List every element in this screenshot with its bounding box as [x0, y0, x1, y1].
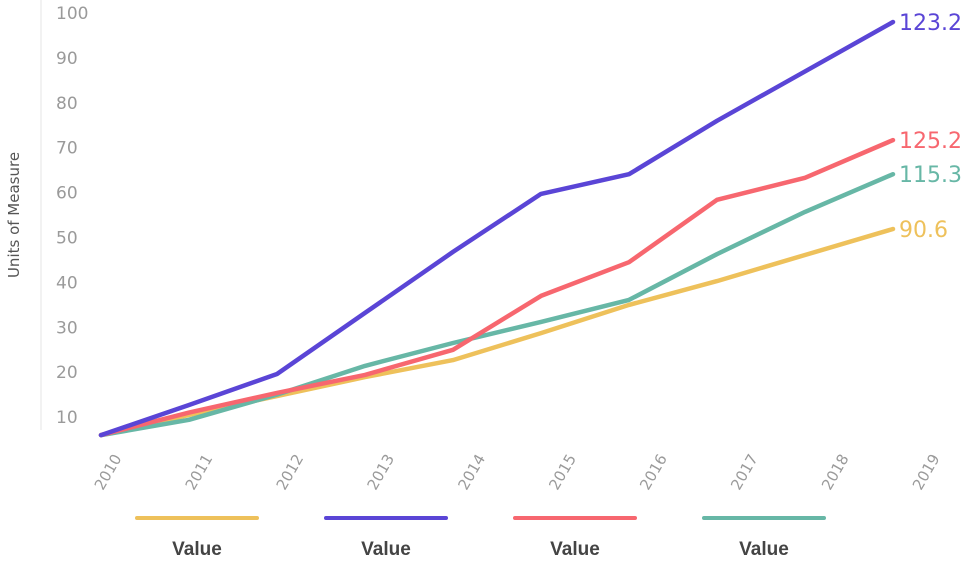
x-tick-label: 2017	[727, 451, 762, 493]
y-tick-label: 50	[56, 229, 78, 249]
y-tick-label: 40	[56, 273, 78, 293]
y-tick-label: 10	[56, 408, 78, 428]
x-ticks: 2010 2011 2012 2013 2014 2015 2016 2017 2018 2019	[91, 451, 944, 493]
legend-item[interactable]: Value	[135, 516, 259, 560]
legend-item[interactable]: Value	[324, 516, 448, 560]
y-tick-label: 90	[56, 49, 78, 69]
x-tick-label: 2014	[454, 451, 489, 493]
x-tick-label: 2012	[273, 451, 308, 493]
legend: Value Value Value Value	[135, 516, 826, 560]
legend-label: Value	[172, 539, 222, 560]
series-lines	[98, 19, 896, 438]
y-tick-label: 60	[56, 184, 78, 204]
legend-item[interactable]: Value	[513, 516, 637, 560]
legend-label: Value	[361, 539, 411, 560]
legend-item[interactable]: Value	[702, 516, 826, 560]
end-value-label: 125.2	[899, 129, 961, 154]
end-value-label: 115.3	[899, 163, 961, 188]
x-tick-label: 2010	[91, 451, 126, 493]
y-tick-label: 100	[56, 4, 88, 24]
y-tick-label: 20	[56, 363, 78, 383]
y-ticks: 10 20 30 40 50 60 70 80 90 100	[56, 4, 88, 428]
end-value-label: 90.6	[899, 218, 948, 243]
y-tick-label: 30	[56, 318, 78, 338]
series-line-3	[98, 171, 896, 438]
legend-label: Value	[550, 539, 600, 560]
x-tick-label: 2015	[545, 451, 580, 493]
series-line-2	[98, 137, 896, 438]
legend-label: Value	[739, 539, 789, 560]
x-tick-label: 2016	[636, 451, 671, 493]
x-tick-label: 2013	[363, 451, 398, 493]
y-tick-label: 70	[56, 139, 78, 159]
x-tick-label: 2011	[182, 451, 217, 493]
x-tick-label: 2018	[818, 451, 853, 493]
series-line-1	[98, 19, 896, 438]
y-tick-label: 80	[56, 94, 78, 114]
end-value-label: 123.2	[899, 11, 961, 36]
x-tick-label: 2019	[909, 451, 944, 493]
y-axis-label: Units of Measure	[5, 152, 23, 278]
end-labels: 90.6 123.2 125.2 115.3	[899, 11, 961, 243]
